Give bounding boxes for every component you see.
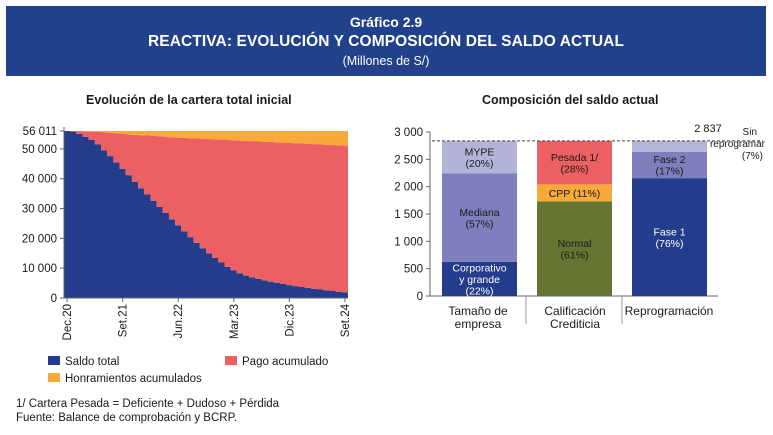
saldo-total-area [64, 131, 348, 298]
legend-pago-acumulado-swatch [225, 356, 237, 365]
total-value-label: 2 837 [694, 123, 722, 135]
left-y-tick-label: 10 000 [22, 263, 57, 275]
bar-segment [537, 201, 612, 296]
right-y-tick-label: 1 500 [394, 209, 423, 221]
bar-segment [442, 173, 517, 262]
figure-number: Gráfico 2.9 [349, 14, 423, 30]
bar-segment-label: Fase 2 [653, 154, 685, 166]
bar-segment-label: Mediana [459, 207, 499, 219]
bar-segment [537, 140, 612, 185]
bar-segment-label: Fase 1 [653, 226, 685, 238]
left-y-tick-label: 50 000 [22, 144, 57, 156]
sin-reprogramar-label: reprogramar [710, 139, 766, 150]
bar-segment-label: CPP (11%) [549, 188, 601, 200]
left-x-tick-label: Jun.22 [173, 304, 185, 339]
bar-segment-label: (57%) [465, 218, 493, 230]
source-note: Fuente: Balance de comprobación y BCRP. [16, 412, 237, 424]
left-x-tick-label: Mar.23 [229, 304, 241, 339]
left-x-tick-label: Set.24 [340, 303, 352, 337]
legend-saldo-total-swatch [48, 356, 60, 365]
left-y-tick-label: 56 011 [23, 126, 57, 138]
right-y-tick-label: 3 000 [394, 127, 423, 139]
honramientos-area [64, 131, 348, 146]
right-y-tick-label: 2 500 [394, 154, 423, 166]
left-chart-title: Evolución de la cartera total inicial [86, 93, 292, 107]
left-y-tick-label: 40 000 [22, 174, 57, 186]
right-y-tick-label: 500 [404, 264, 423, 276]
bar-segment [537, 184, 612, 202]
bar-segment-label: (17%) [655, 166, 683, 178]
right-y-tick-label: 2 000 [394, 182, 423, 194]
category-label: Tamaño de [448, 304, 508, 318]
legend-honramientos: Honramientos acumulados [65, 373, 202, 385]
bar-segment-label: (28%) [560, 163, 588, 175]
left-y-tick-label: 30 000 [22, 204, 57, 216]
right-chart-title: Composición del saldo actual [482, 93, 659, 107]
right-y-tick-label: 1 000 [394, 236, 423, 248]
bar-segment-label: Corporativo [452, 262, 506, 274]
footnote: 1/ Cartera Pesada = Deficiente + Dudoso … [16, 398, 280, 410]
bar-segment-label: Normal [558, 238, 592, 250]
bar-segment-label: Pesada 1/ [551, 152, 598, 164]
bar-segment [632, 178, 707, 296]
category-label: Calificación [544, 304, 605, 318]
bar-segment-label: MYPE [465, 146, 495, 158]
left-x-tick-label: Set.21 [118, 304, 130, 337]
left-x-tick-label: Dic.23 [284, 304, 296, 337]
left-y-tick-label: 20 000 [22, 233, 57, 245]
category-label: Reprogramación [625, 304, 714, 318]
right-y-tick-label: 0 [417, 291, 423, 303]
sin-reprogramar-label: (7%) [742, 151, 763, 162]
figure-title: REACTIVA: EVOLUCIÓN Y COMPOSICIÓN DEL SA… [147, 33, 625, 50]
bar-segment-label: y grande [459, 274, 500, 286]
legend-honramientos-swatch [48, 373, 60, 382]
bar-segment [442, 261, 517, 296]
sin-reprogramar-label: Sin [743, 127, 757, 138]
pago-acumulado-area [64, 131, 348, 293]
category-label: Crediticia [550, 317, 600, 331]
bar-segment-label: (20%) [465, 158, 493, 170]
chart-header: Gráfico 2.9 REACTIVA: EVOLUCIÓN Y COMPOS… [6, 6, 766, 76]
legend-saldo-total: Saldo total [65, 356, 119, 368]
bar-segment [442, 140, 517, 174]
bar-segment [632, 151, 707, 179]
left-x-tick-label: Dec.20 [62, 304, 74, 340]
bar-segment [632, 140, 707, 152]
bar-segment-label: (22%) [465, 285, 493, 297]
figure-subtitle: (Millones de S/) [342, 54, 430, 68]
category-label: empresa [455, 317, 502, 331]
left-y-tick-label: 0 [51, 293, 57, 305]
bar-segment-label: (61%) [560, 249, 588, 261]
bar-segment-label: (76%) [655, 238, 683, 250]
legend-pago-acumulado: Pago acumulado [242, 356, 328, 368]
